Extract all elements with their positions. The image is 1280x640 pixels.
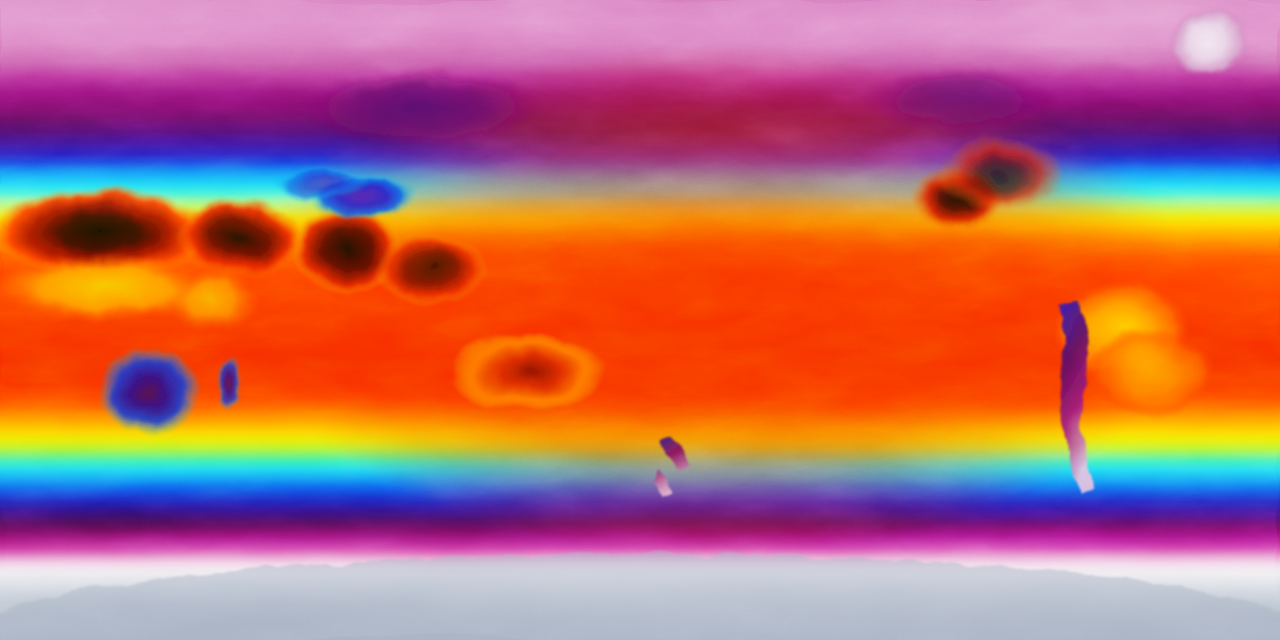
pixel-grain-texture (0, 0, 1280, 640)
global-temperature-map (0, 0, 1280, 640)
